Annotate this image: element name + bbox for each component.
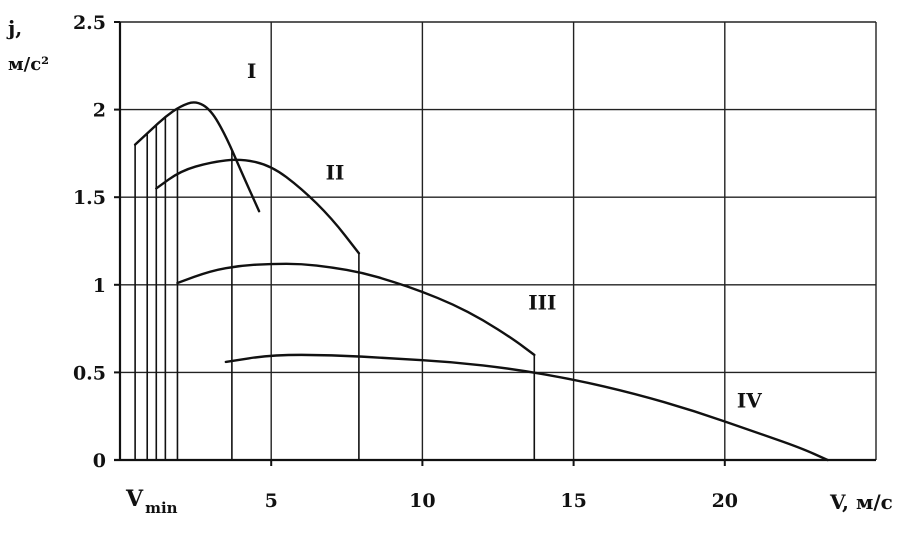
y-axis-label-line2: м/с² [8, 54, 50, 75]
series-line-II [155, 158, 361, 255]
x-tick-label: 10 [409, 490, 435, 512]
y-tick-label: 1 [93, 275, 106, 297]
x-tick-label: 5 [265, 490, 278, 512]
series-line-IV [224, 353, 829, 462]
vmin-subscript: min [145, 499, 178, 517]
y-tick-label: 2.5 [73, 12, 106, 34]
y-tick-label: 1.5 [73, 187, 106, 209]
curve-label-I: I [247, 59, 256, 83]
series-line-III [176, 262, 536, 357]
vmin-main: V [126, 486, 144, 512]
grid [120, 21, 877, 460]
x-tick-label: 20 [712, 490, 738, 512]
y-tick-label: 0.5 [73, 362, 106, 384]
y-tick-label: 0 [93, 450, 106, 472]
curve-label-II: II [326, 161, 345, 185]
tick-labels: 5 10 15 20 0 0.5 1 1.5 2 2.5 [73, 12, 738, 512]
axes [114, 21, 876, 466]
curve-label-IV: IV [737, 388, 762, 412]
y-axis-label-line1: j, [8, 16, 23, 40]
y-tick-label: 2 [93, 100, 106, 122]
x-axis-label: V, м/с [830, 490, 893, 514]
series-group [133, 101, 829, 462]
series-line-I [133, 101, 261, 213]
x-tick-label: 15 [560, 490, 586, 512]
curve-label-III: III [528, 290, 556, 314]
